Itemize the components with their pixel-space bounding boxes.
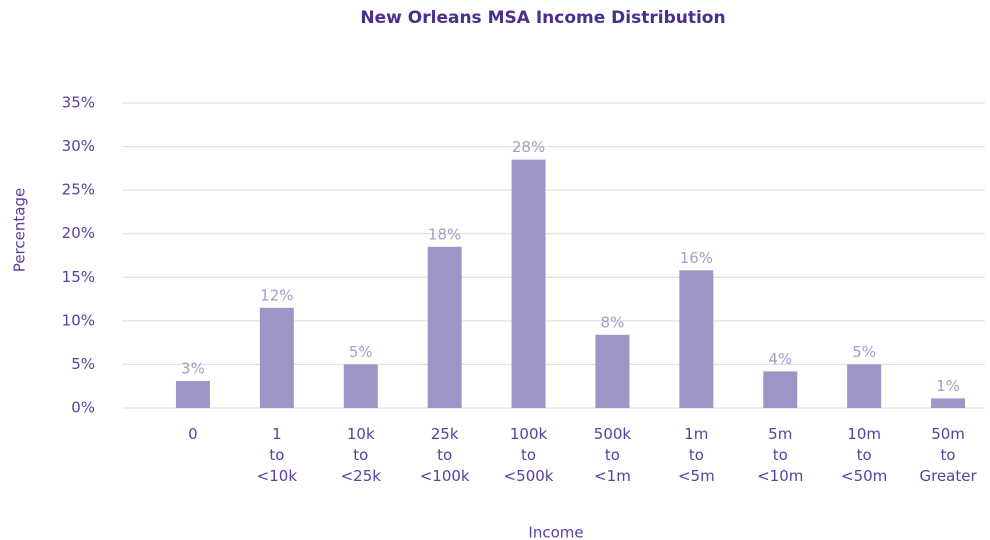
x-tick-label-line: to [437,446,452,464]
x-tick-label-line: <50m [841,467,887,485]
x-tick-label-line: <5m [678,467,715,485]
x-tick-label-line: 10k [347,425,375,443]
x-tick-label-line: <10k [257,467,298,485]
x-tick-label-line: 1 [272,425,282,443]
x-tick-label-line: Greater [919,467,977,485]
y-tick-label: 10% [62,311,95,329]
x-tick-label-line: 0 [188,425,198,443]
bar [259,307,294,408]
x-tick-label-line: to [353,446,368,464]
y-tick-label: 0% [71,399,95,417]
x-tick-label-line: to [521,446,536,464]
x-tick-label-line: 10m [847,425,881,443]
x-tick-label: 10k to <25k [341,425,382,485]
x-tick-label-line: 25k [431,425,459,443]
bar [427,246,462,408]
x-tick-label: 10m to <50m [841,425,887,485]
x-tick-label-line: to [269,446,284,464]
x-tick-label: 1 to <10k [257,425,298,485]
bar [175,380,210,408]
data-label: 28% [512,138,545,156]
y-tick-label: 15% [62,268,95,286]
bar [931,398,966,408]
x-tick-label-line: 50m [931,425,965,443]
y-tick-label: 30% [62,137,95,155]
y-tick-label: 5% [71,355,95,373]
x-tick-label-line: <1m [594,467,631,485]
x-tick-label: 5m to <10m [757,425,803,485]
x-tick-label-line: <500k [504,467,554,485]
x-tick-label-line: to [941,446,956,464]
data-label: 5% [349,343,373,361]
data-label: 8% [601,313,625,331]
bar [847,364,882,408]
bar [595,334,630,408]
bar [679,270,714,408]
x-tick-label: 50m to Greater [919,425,977,485]
x-tick-label: 500k to <1m [594,425,632,485]
bar [511,159,546,408]
x-tick-label: 1m to <5m [678,425,715,485]
x-tick-label-line: <25k [341,467,382,485]
data-label: 18% [428,225,461,243]
bar [763,371,798,408]
y-tick-label: 25% [62,181,95,199]
data-label: 3% [181,359,205,377]
x-tick-label-line: to [605,446,620,464]
y-tick-label: 20% [62,224,95,242]
x-tick-label: 100k to <500k [504,425,554,485]
chart-title: New Orleans MSA Income Distribution [360,8,725,28]
bar [343,364,378,408]
x-tick-label-line: 5m [768,425,792,443]
x-axis-label: Income [528,524,583,540]
x-tick-label: 0 [188,425,198,443]
x-tick-label-line: to [689,446,704,464]
data-label: 12% [260,286,293,304]
y-tick-label: 35% [62,94,95,112]
x-tick-label: 25k to <100k [420,425,470,485]
x-tick-label-line: to [773,446,788,464]
x-tick-label-line: 100k [510,425,548,443]
x-tick-label-line: 1m [684,425,708,443]
data-label: 1% [936,377,960,395]
x-tick-label-line: to [857,446,872,464]
data-label: 4% [768,350,792,368]
x-tick-label-line: <10m [757,467,803,485]
x-tick-label-line: 500k [594,425,632,443]
data-label: 5% [852,343,876,361]
y-axis-label: Percentage [11,188,29,272]
data-label: 16% [680,249,713,267]
x-tick-label-line: <100k [420,467,470,485]
